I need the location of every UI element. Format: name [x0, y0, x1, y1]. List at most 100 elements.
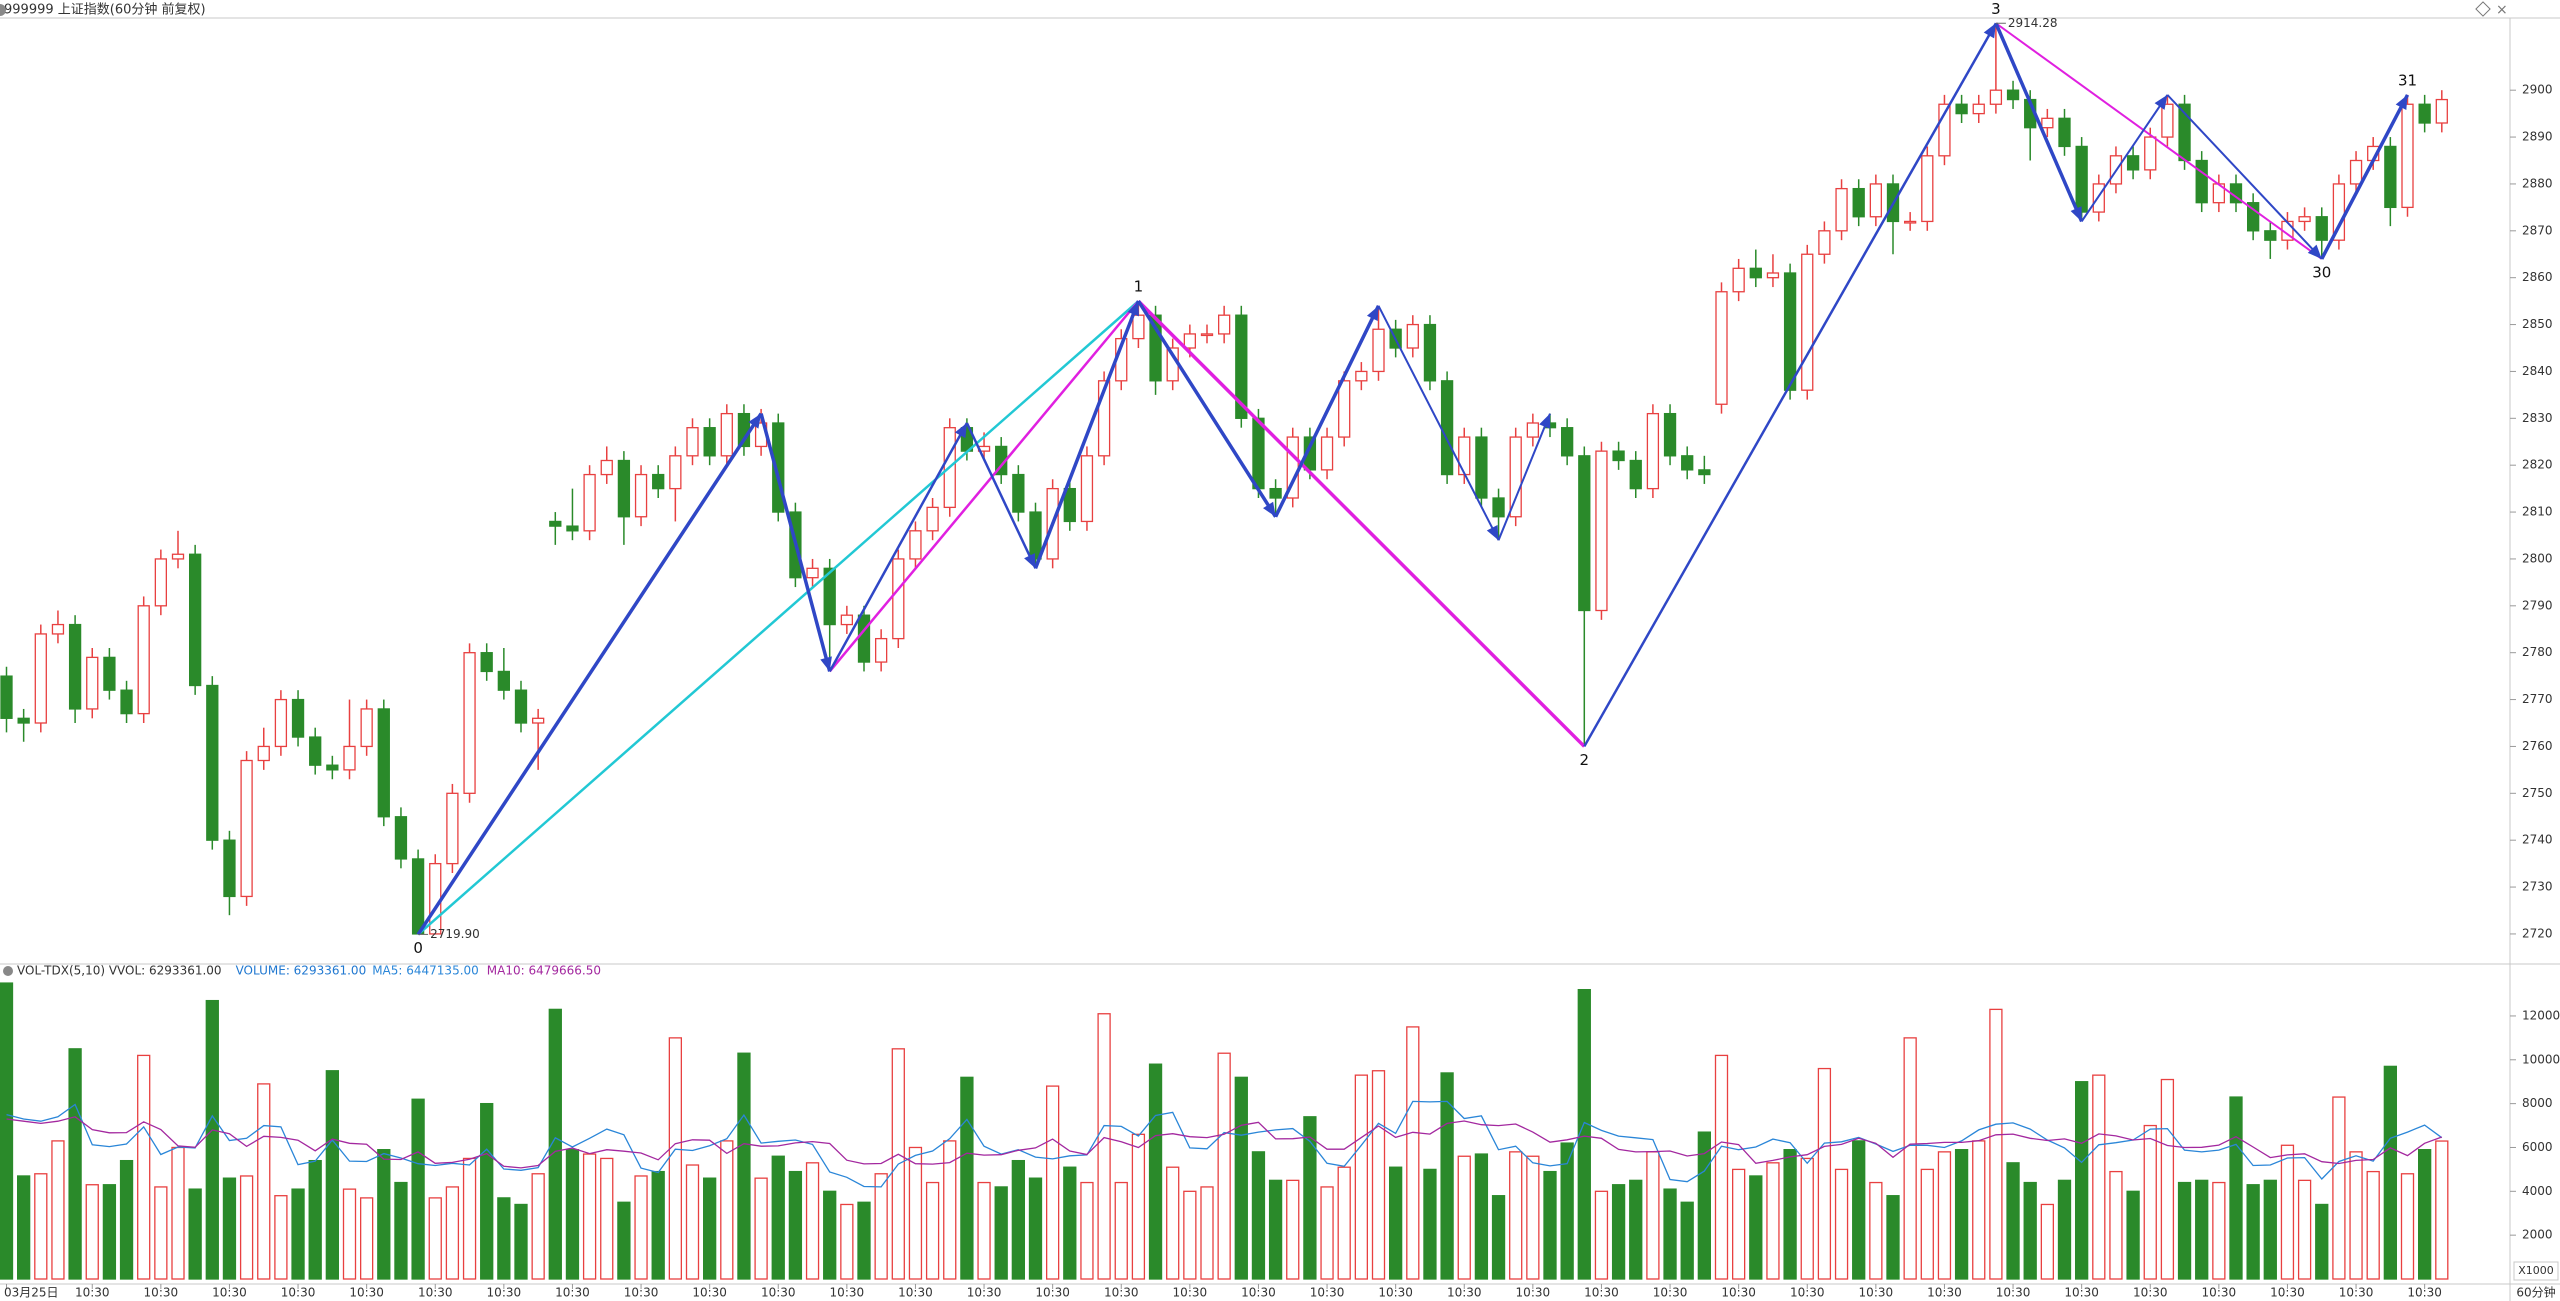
- candle-body: [1509, 436, 1522, 518]
- candle-body: [1012, 473, 1025, 513]
- volume-bar: [771, 1155, 785, 1280]
- volume-bar: [1080, 1181, 1094, 1280]
- x-tick-label: 10:30: [2133, 1286, 2168, 1300]
- candle-body: [532, 717, 545, 724]
- candle-body: [2264, 230, 2277, 241]
- volume-bar: [1251, 1151, 1266, 1280]
- candle-body: [2006, 89, 2020, 101]
- y-tick-label: 8000: [2522, 1096, 2553, 1110]
- volume-bar: [2297, 1179, 2312, 1280]
- volume-bar: [102, 1184, 117, 1280]
- candle-body: [1989, 89, 2003, 105]
- x-tick-label: 10:30: [1447, 1286, 1482, 1300]
- candle-body: [0, 675, 13, 719]
- candle-body: [1561, 427, 1574, 457]
- y-tick-label: 4000: [2522, 1184, 2553, 1198]
- candle-body: [188, 553, 202, 687]
- volume-bar: [1200, 1186, 1214, 1280]
- indicator-icon[interactable]: [3, 966, 13, 976]
- volume-bar: [1886, 1195, 1900, 1280]
- volume-bar: [1989, 1008, 2003, 1280]
- candle-body: [669, 455, 682, 490]
- volume-bar: [0, 982, 14, 1280]
- title-icon[interactable]: [0, 4, 6, 16]
- x-tick-label: 10:30: [212, 1286, 247, 1300]
- pivot-label: 30: [2312, 263, 2331, 281]
- candle-body: [1972, 103, 1985, 115]
- volume-bar: [805, 1162, 820, 1280]
- volume-bar: [2074, 1081, 2089, 1280]
- x-tick-label: 10:30: [281, 1286, 316, 1300]
- volume-bar: [394, 1181, 408, 1280]
- y-tick-label: 2870: [2522, 223, 2553, 237]
- candle-body: [1955, 103, 1968, 115]
- candle-body: [2075, 145, 2088, 213]
- volume-bar: [582, 1153, 597, 1280]
- volume-bar: [2195, 1179, 2209, 1280]
- x-tick-label: 10:30: [1516, 1286, 1551, 1300]
- candle-body: [514, 689, 528, 724]
- candle-body: [1938, 103, 1951, 157]
- candle-body: [309, 736, 322, 766]
- volume-bar: [1766, 1162, 1780, 1280]
- volume-bar: [685, 1164, 700, 1280]
- volume-bar: [668, 1037, 682, 1280]
- x-tick-label: 10:30: [75, 1286, 110, 1300]
- candle-body: [652, 473, 665, 490]
- volume-bar: [977, 1181, 991, 1280]
- volume-bar: [291, 1188, 305, 1280]
- volume-bar: [85, 1184, 99, 1280]
- candle-body: [583, 473, 596, 532]
- volume-bar: [1166, 1166, 1180, 1280]
- legend-entry: MA5: 6447135.00: [372, 964, 479, 978]
- candle-body: [223, 839, 236, 898]
- zigzag-segment: [1583, 22, 1997, 748]
- volume-bar: [1286, 1179, 1300, 1280]
- volume-bar: [411, 1098, 425, 1280]
- volume-bar: [960, 1076, 974, 1280]
- x-tick-label: 10:30: [349, 1286, 384, 1300]
- candle-body: [446, 792, 459, 865]
- volume-bar: [119, 1159, 134, 1280]
- x-tick-label: 10:30: [1790, 1286, 1825, 1300]
- x-tick-label: 10:30: [2270, 1286, 2305, 1300]
- candle-body: [377, 708, 390, 818]
- candle-body: [875, 637, 888, 663]
- y-tick-label: 2810: [2522, 505, 2553, 519]
- x-tick-label: 10:30: [898, 1286, 933, 1300]
- volume-bar: [1920, 1168, 1934, 1280]
- volume-bar: [514, 1203, 528, 1280]
- volume-bar: [1526, 1155, 1540, 1280]
- zigzag-segment: [1377, 305, 1500, 541]
- arrowhead: [2070, 206, 2082, 222]
- y-tick-label: 2730: [2522, 880, 2553, 894]
- volume-bar: [754, 1177, 768, 1280]
- pivot-label: 0: [413, 939, 423, 957]
- candle-body: [1492, 497, 1505, 518]
- arrowhead: [1983, 23, 1996, 39]
- candle-body: [1200, 333, 1214, 337]
- candle-body: [343, 745, 356, 771]
- pin-icon[interactable]: [2475, 1, 2491, 17]
- ma-line: [6, 1100, 2443, 1188]
- volume-bar: [994, 1186, 1008, 1280]
- zigzag-segment: [828, 300, 1140, 673]
- close-icon[interactable]: ×: [2496, 2, 2508, 18]
- volume-bar: [2126, 1190, 2140, 1280]
- volume-bar: [1474, 1153, 1489, 1280]
- volume-bar: [1440, 1072, 1454, 1280]
- candle-body: [600, 459, 613, 476]
- candle-body: [1681, 455, 1694, 471]
- volume-bar: [1491, 1195, 1506, 1280]
- volume-unit: X1000: [2518, 1264, 2554, 1277]
- candle-body: [1646, 412, 1660, 490]
- arrowhead: [1539, 413, 1551, 429]
- y-tick-label: 2820: [2522, 458, 2553, 472]
- volume-bar: [651, 1170, 665, 1280]
- volume-bar: [1354, 1074, 1368, 1280]
- volume-bar: [1543, 1170, 1557, 1280]
- volume-bar: [205, 999, 219, 1280]
- y-tick-label: 12000: [2522, 1008, 2560, 1022]
- volume-bar: [1646, 1151, 1660, 1280]
- candle-body: [634, 473, 648, 518]
